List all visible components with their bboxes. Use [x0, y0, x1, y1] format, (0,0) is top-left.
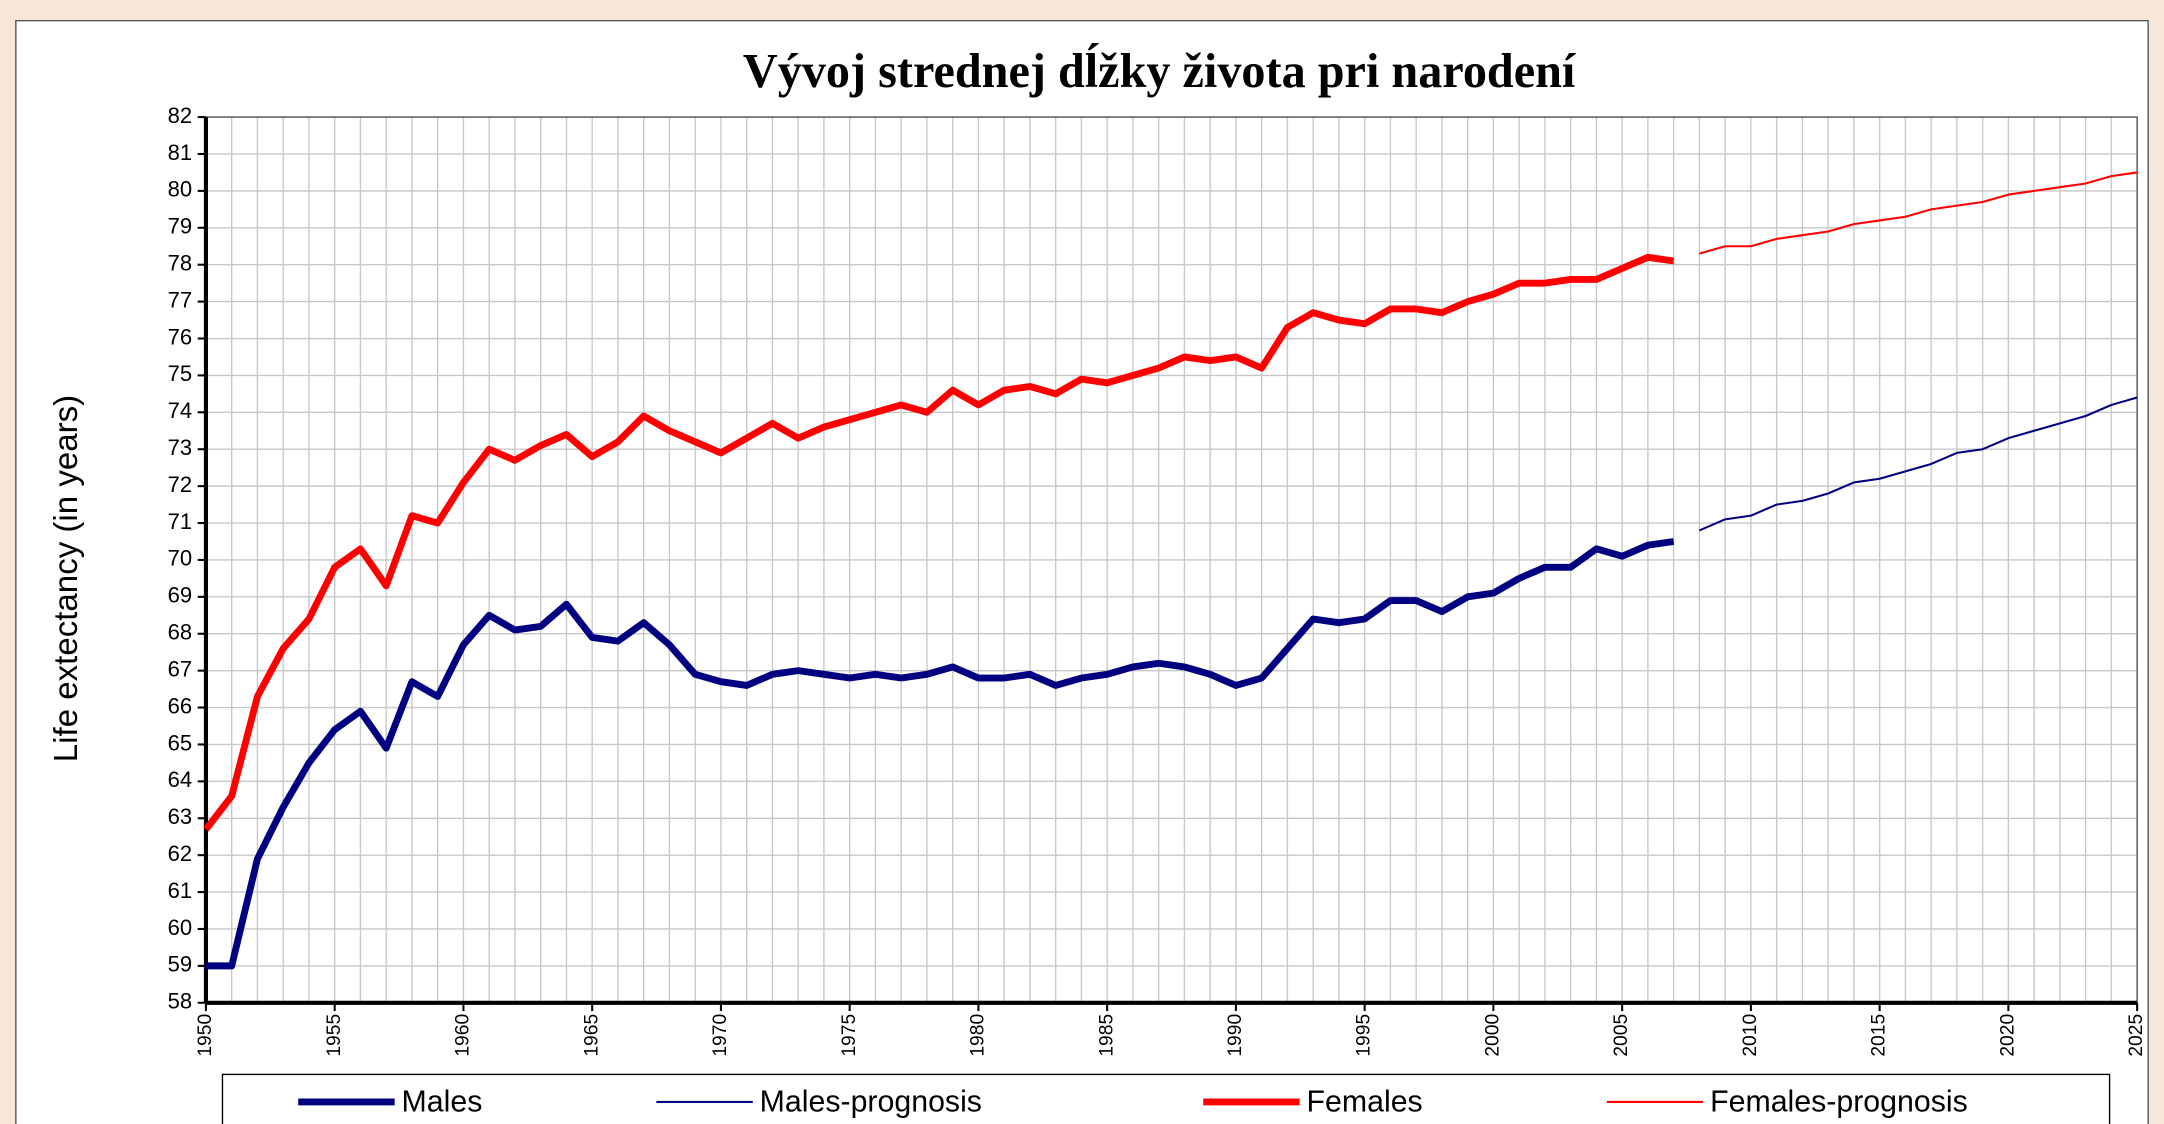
y-tick-label: 77	[168, 287, 193, 312]
x-tick-label: 2020	[1997, 1014, 2018, 1057]
chart-title: Vývoj strednej dĺžky života pri narodení	[743, 43, 1576, 98]
y-tick-label: 79	[168, 214, 193, 239]
y-tick-label: 58	[168, 989, 193, 1014]
x-tick-label: 1990	[1225, 1014, 1246, 1057]
series-line	[1699, 171, 2138, 255]
x-tick-label: 2000	[1482, 1014, 1503, 1057]
y-tick-label: 63	[168, 804, 193, 829]
y-tick-label: 72	[168, 472, 193, 497]
y-tick-label: 64	[168, 767, 193, 792]
legend-label: Males-prognosis	[760, 1085, 982, 1118]
y-tick-label: 66	[168, 693, 193, 718]
series-line	[203, 253, 1675, 832]
legend-label: Males	[402, 1085, 483, 1118]
x-tick-label: 1970	[710, 1014, 731, 1057]
y-tick-label: 62	[168, 841, 193, 866]
lines	[203, 171, 2138, 970]
y-tick-label: 67	[168, 656, 193, 681]
x-tick-label: 1950	[195, 1014, 216, 1057]
x-tick-label: 1980	[968, 1014, 989, 1057]
y-tick-label: 71	[168, 509, 193, 534]
y-tick-label: 78	[168, 251, 193, 276]
y-tick-label: 59	[168, 952, 193, 977]
x-tick-label: 1995	[1354, 1014, 1375, 1057]
y-tick-label: 65	[168, 730, 193, 755]
y-tick-label: 74	[168, 398, 193, 423]
legend	[221, 1073, 2111, 1124]
x-tick-label: 1965	[581, 1014, 602, 1057]
y-tick-label: 70	[168, 546, 193, 571]
grid: 58 59 60 61 62 63 64 65 66 67 68 69 70 71 72 73 74 75 76 77…	[168, 103, 2148, 1057]
y-tick-label: 75	[168, 361, 193, 386]
series-line	[1698, 396, 2138, 532]
x-tick-label: 2015	[1869, 1014, 1890, 1057]
x-tick-label: 1960	[453, 1014, 474, 1057]
y-tick-label: 69	[168, 583, 193, 608]
y-tick-label: 80	[168, 177, 193, 202]
x-tick-label: 1975	[839, 1014, 860, 1057]
x-tick-label: 1955	[324, 1014, 345, 1057]
y-tick-label: 68	[168, 620, 193, 645]
x-tick-label: 2025	[2126, 1014, 2147, 1057]
y-tick-label: 81	[168, 140, 193, 165]
x-tick-label: 2010	[1740, 1014, 1761, 1057]
y-tick-label: 61	[168, 878, 193, 903]
y-tick-label: 60	[168, 915, 193, 940]
legend-label: Females	[1307, 1085, 1423, 1118]
legend-label: Females-prognosis	[1710, 1085, 1968, 1118]
series-line	[205, 538, 1675, 970]
y-axis-label: Life extectancy (in years)	[48, 395, 85, 762]
y-tick-label: 73	[168, 435, 193, 460]
x-tick-label: 2005	[1611, 1014, 1632, 1057]
x-tick-label: 1985	[1096, 1014, 1117, 1057]
y-tick-label: 82	[168, 103, 193, 128]
y-tick-label: 76	[168, 324, 193, 349]
legend-items: Males Males-prognosis Females Females-progn…	[298, 1085, 1968, 1118]
